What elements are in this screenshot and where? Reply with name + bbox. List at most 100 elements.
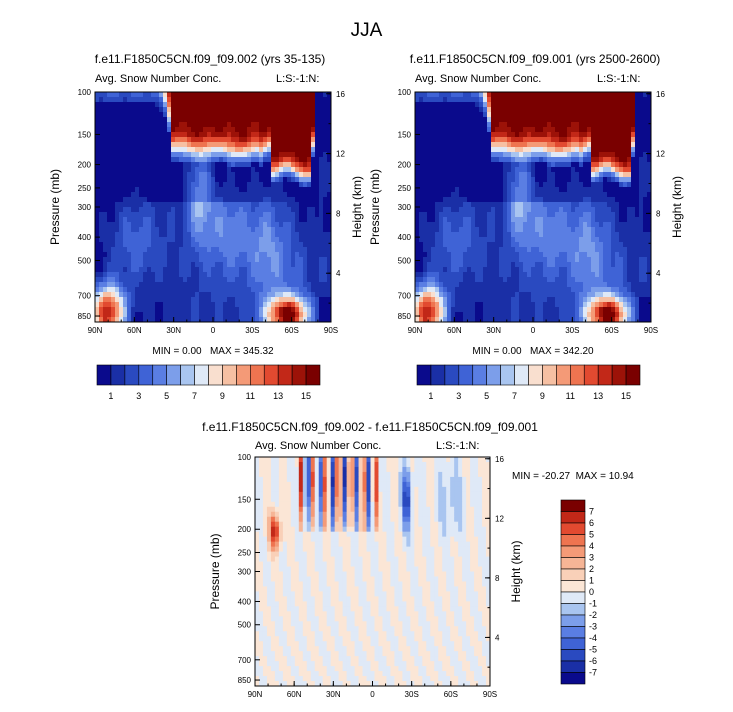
panel2-ytick-label: 400 [398, 233, 412, 242]
panel3-xtick-label: 0 [370, 690, 375, 699]
panel2-xtick-label: 60N [447, 326, 462, 335]
panel1-xtick-label: 30N [166, 326, 181, 335]
colorbar-panel1-swatch [277, 364, 293, 386]
panel2-variable-label: Avg. Snow Number Conc. [415, 73, 542, 85]
panel2-ytick-label: 200 [398, 161, 412, 170]
colorbar-diff-swatch [560, 660, 586, 673]
panel1-y2tick-label: 4 [336, 269, 341, 278]
panel3-ytick-label: 100 [238, 453, 252, 462]
colorbar-diff-label: -2 [589, 610, 597, 620]
colorbar-panel1-label: 15 [301, 391, 311, 401]
panel3-xtick-label: 90S [483, 690, 497, 699]
panel1-ytick-label: 500 [78, 256, 92, 265]
panel3-min: MIN = -20.27 [512, 471, 571, 482]
colorbar-diff-label: 4 [589, 541, 594, 551]
colorbar-diff-swatch [560, 591, 586, 604]
panel2-xtick-label: 90S [644, 326, 658, 335]
colorbar-panel2-label: 9 [540, 391, 545, 401]
panel1-ytick-label: 150 [78, 130, 92, 139]
colorbar-panel1 [96, 364, 321, 386]
panel2-ytick-label: 150 [398, 130, 412, 139]
colorbar-panel2-swatch [528, 364, 543, 386]
panel2-xtick-label: 60S [605, 326, 619, 335]
panel1-ytick-label: 100 [78, 88, 92, 97]
panel2-ytick-label: 500 [398, 256, 412, 265]
colorbar-diff-swatch [560, 511, 586, 524]
colorbar-panel2-swatch [444, 364, 460, 386]
colorbar-diff-swatch [560, 614, 586, 627]
colorbar-diff-label: 0 [589, 587, 594, 597]
colorbar-panel2-swatch [430, 364, 446, 386]
colorbar-panel1-swatch [110, 364, 126, 386]
colorbar-panel2-swatch [416, 364, 432, 386]
colorbar-panel2-swatch [625, 364, 641, 386]
colorbar-diff [560, 499, 586, 685]
panel1-max: MAX = 345.32 [209, 346, 274, 357]
colorbar-diff-swatch [560, 545, 586, 558]
panel1-y2tick-label: 12 [336, 150, 345, 159]
colorbar-panel1-label: 13 [273, 391, 283, 401]
colorbar-panel1-label: 9 [220, 391, 225, 401]
colorbar-diff-label: 2 [589, 564, 594, 574]
colorbar-panel2-label: 13 [593, 391, 603, 401]
panel3-ytick-label: 250 [238, 548, 252, 557]
colorbar-panel1-label: 3 [136, 391, 141, 401]
panel3-variable-label: Avg. Snow Number Conc. [255, 440, 382, 452]
colorbar-panel1-swatch [180, 364, 195, 386]
panel1-ytick-label: 700 [78, 292, 92, 301]
panel3-y2tick-label: 12 [495, 514, 504, 523]
panel2-units-label: L:S:-1:N: [597, 73, 641, 85]
colorbar-panel2-label: 7 [512, 391, 517, 401]
colorbar-diff-swatch [560, 580, 586, 593]
panel2-y2tick-label: 4 [656, 269, 661, 278]
panel1-heatmap [95, 92, 332, 323]
panel1-xtick-label: 60S [285, 326, 299, 335]
colorbar-panel1-swatch [250, 364, 265, 386]
panel3-ytick-label: 200 [238, 525, 252, 534]
colorbar-panel2-swatch [556, 364, 571, 386]
colorbar-diff-swatch [560, 499, 586, 512]
panel3-xtick-label: 90N [248, 690, 263, 699]
panel3-y2label: Height (km) [509, 540, 523, 602]
colorbar-diff-label: 7 [589, 507, 594, 517]
panel2-minmax: MIN = 0.00 MAX = 342.20 [415, 346, 651, 357]
colorbar-diff-label: -4 [589, 633, 597, 643]
colorbar-panel2-swatch [583, 364, 599, 386]
panel2-max: MAX = 342.20 [529, 346, 594, 357]
panel3-heatmap [255, 457, 491, 687]
colorbar-panel2-label: 15 [621, 391, 631, 401]
panel3-ytick-label: 150 [238, 495, 252, 504]
panel1-xtick-label: 60N [127, 326, 142, 335]
panel1-ytick-label: 200 [78, 161, 92, 170]
colorbar-panel1-swatch [263, 364, 279, 386]
colorbar-panel1-swatch [124, 364, 140, 386]
panel1-minmax: MIN = 0.00 MAX = 345.32 [95, 346, 331, 357]
panel1-ylabel: Pressure (mb) [48, 169, 62, 245]
panel3-ytick-label: 500 [238, 621, 252, 630]
panel1-y2tick-label: 8 [336, 209, 341, 218]
colorbar-panel2-swatch [570, 364, 585, 386]
colorbar-panel1-label: 7 [192, 391, 197, 401]
colorbar-diff-swatch [560, 534, 586, 547]
panel3-ytick-label: 700 [238, 656, 252, 665]
colorbar-diff-swatch [560, 672, 586, 685]
panel3-xtick-label: 30N [326, 690, 341, 699]
colorbar-panel2-swatch [472, 364, 487, 386]
colorbar-panel2-swatch [597, 364, 613, 386]
colorbar-diff-label: -1 [589, 599, 597, 609]
colorbar-panel1-swatch [138, 364, 154, 386]
panel3-max: MAX = 10.94 [575, 471, 634, 482]
colorbar-panel1-swatch [222, 364, 237, 386]
colorbar-diff-label: -3 [589, 622, 597, 632]
colorbar-panel1-swatch [166, 364, 181, 386]
colorbar-panel1-label: 1 [108, 391, 113, 401]
colorbar-panel1-swatch [194, 364, 209, 386]
colorbar-panel1-swatch [152, 364, 167, 386]
panel1-variable-label: Avg. Snow Number Conc. [95, 73, 222, 85]
colorbar-panel1-swatch [236, 364, 251, 386]
panel2-title: f.e11.F1850C5CN.f09_f09.001 (yrs 2500-26… [409, 52, 661, 66]
panel3-xtick-label: 60S [444, 690, 458, 699]
colorbar-panel1-swatch [291, 364, 307, 386]
panel2-heatmap [415, 92, 652, 323]
